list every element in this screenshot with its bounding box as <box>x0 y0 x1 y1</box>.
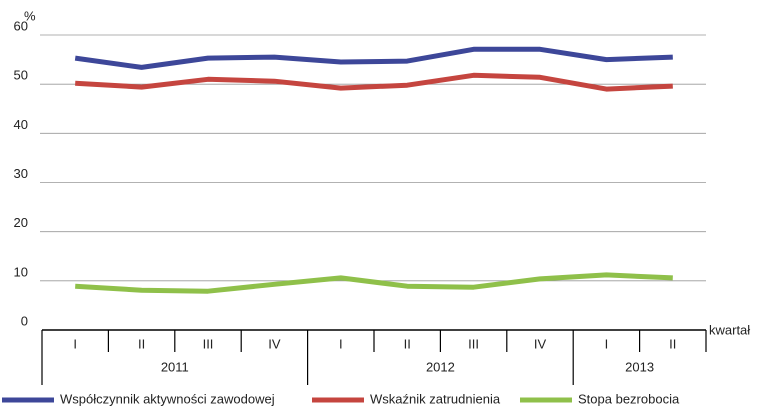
x-tick-label: I <box>73 336 77 351</box>
x-tick-label: IV <box>534 336 547 351</box>
x-tick-label: II <box>669 336 676 351</box>
x-tick-label: II <box>404 336 411 351</box>
y-tick-label: 30 <box>14 166 28 181</box>
y-axis-label: % <box>24 8 36 23</box>
x-tick-label: III <box>468 336 479 351</box>
group-label: 2012 <box>426 359 455 374</box>
x-tick-label: II <box>138 336 145 351</box>
y-tick-label: 10 <box>14 264 28 279</box>
series-line <box>74 46 673 70</box>
legend-label: Współczynnik aktywności zawodowej <box>60 391 275 406</box>
legend-label: Stopa bezrobocia <box>578 391 680 406</box>
x-tick-label: I <box>605 336 609 351</box>
y-tick-label: 50 <box>14 68 28 83</box>
legend-label: Wskaźnik zatrudnienia <box>370 391 501 406</box>
x-axis-label: kwartał <box>709 322 750 337</box>
x-tick-label: IV <box>268 336 281 351</box>
group-label: 2011 <box>161 359 189 374</box>
group-label: 2013 <box>625 359 654 374</box>
x-tick-label: III <box>203 336 214 351</box>
y-tick-label: 60 <box>14 18 28 33</box>
y-tick-label: 40 <box>14 117 28 132</box>
y-tick-label: 0 <box>21 313 28 328</box>
series-line <box>75 272 673 294</box>
y-tick-label: 20 <box>14 215 28 230</box>
x-tick-label: I <box>339 336 343 351</box>
series-line <box>75 72 673 92</box>
